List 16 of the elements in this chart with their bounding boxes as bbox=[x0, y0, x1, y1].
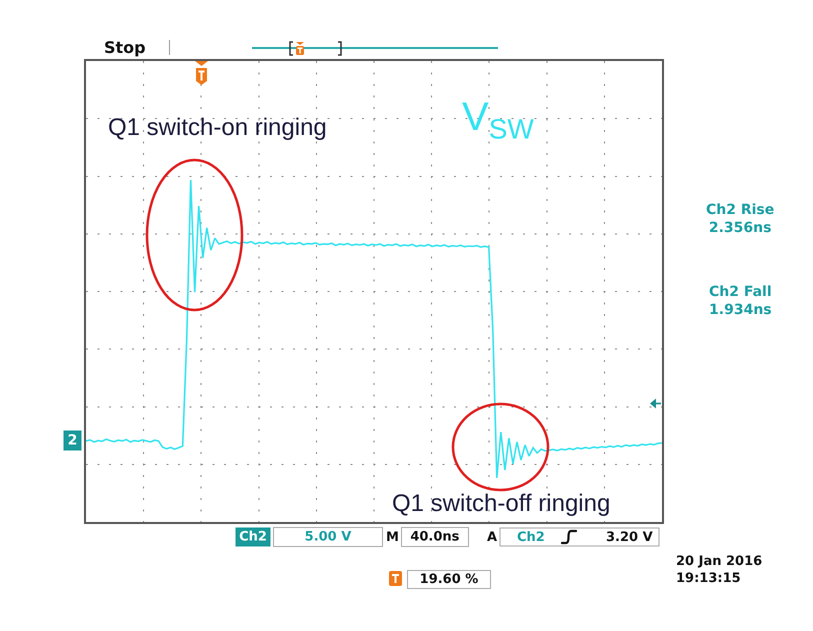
text: 5.00 V bbox=[304, 530, 352, 544]
text: 3.20 V bbox=[606, 530, 653, 545]
text: Ch2 bbox=[239, 530, 267, 544]
text: 19.60 % bbox=[420, 572, 478, 587]
text: 2 bbox=[68, 432, 78, 448]
text: V$_{SW}$ bbox=[462, 95, 534, 144]
text: Stop bbox=[104, 38, 146, 57]
text: A bbox=[487, 530, 498, 545]
text: 40.0ns bbox=[410, 530, 460, 544]
text: Ch2 Rise 2.356ns bbox=[706, 202, 774, 236]
text: M bbox=[386, 530, 399, 545]
annotation: Q1 switch-off ringing bbox=[392, 490, 610, 517]
text: 20 Jan 2016 19:13:15 bbox=[676, 554, 762, 586]
text: Ch2 Fall 1.934ns bbox=[709, 284, 772, 318]
text: Ch2 bbox=[517, 530, 545, 545]
text: Q1 switch-on ringing bbox=[108, 114, 327, 141]
